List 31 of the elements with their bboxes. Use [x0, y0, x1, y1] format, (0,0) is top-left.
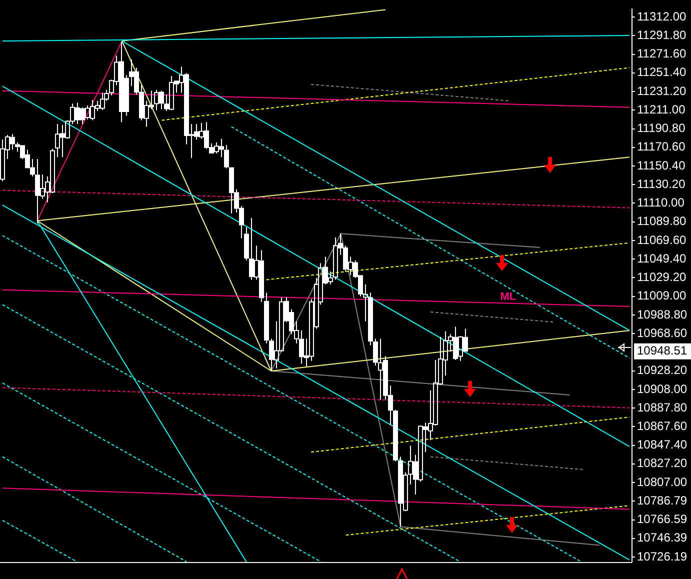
- y-tick-label: 11009.00: [637, 288, 686, 303]
- y-tick-label: 10867.60: [637, 418, 688, 433]
- y-tick-label: 10746.39: [637, 530, 688, 545]
- y-tick-label: 10968.60: [637, 326, 688, 340]
- y-tick-label: 11089.80: [637, 214, 686, 228]
- y-tick-label: 11291.80: [637, 28, 686, 42]
- y-tick-label: 10807.00: [637, 474, 688, 489]
- y-tick-label: 10726.19: [637, 549, 688, 564]
- y-tick-label: 10766.59: [637, 512, 688, 526]
- y-tick-label: 10908.00: [637, 382, 688, 396]
- y-tick-label: 10827.20: [637, 456, 688, 470]
- y-tick-label: 11069.60: [637, 232, 686, 247]
- y-tick-label: 11211.00: [637, 102, 686, 116]
- y-tick-label: 11150.40: [637, 158, 686, 172]
- y-tick-label: 11130.20: [637, 176, 686, 191]
- text: 10948.51: [637, 344, 688, 358]
- y-tick-label: 10928.20: [637, 363, 688, 378]
- y-tick-label: 11312.00: [637, 9, 686, 24]
- y-tick-label: 11251.40: [637, 65, 686, 80]
- y-tick-label: 10847.40: [637, 438, 688, 452]
- y-tick-label: 10786.79: [637, 493, 688, 508]
- y-tick-label: 11049.40: [637, 251, 686, 266]
- y-tick-label: 10887.80: [637, 400, 688, 414]
- y-tick-label: 11029.20: [637, 270, 686, 284]
- y-tick-label: 11231.20: [637, 84, 686, 98]
- y-tick-label: 11170.60: [637, 140, 686, 154]
- y-tick-label: 11110.00: [637, 196, 685, 210]
- annotation: ML: [500, 291, 516, 304]
- y-tick-label: 11190.80: [637, 121, 686, 136]
- y-tick-label: 10988.80: [637, 307, 688, 322]
- y-tick-label: 11271.60: [637, 46, 686, 61]
